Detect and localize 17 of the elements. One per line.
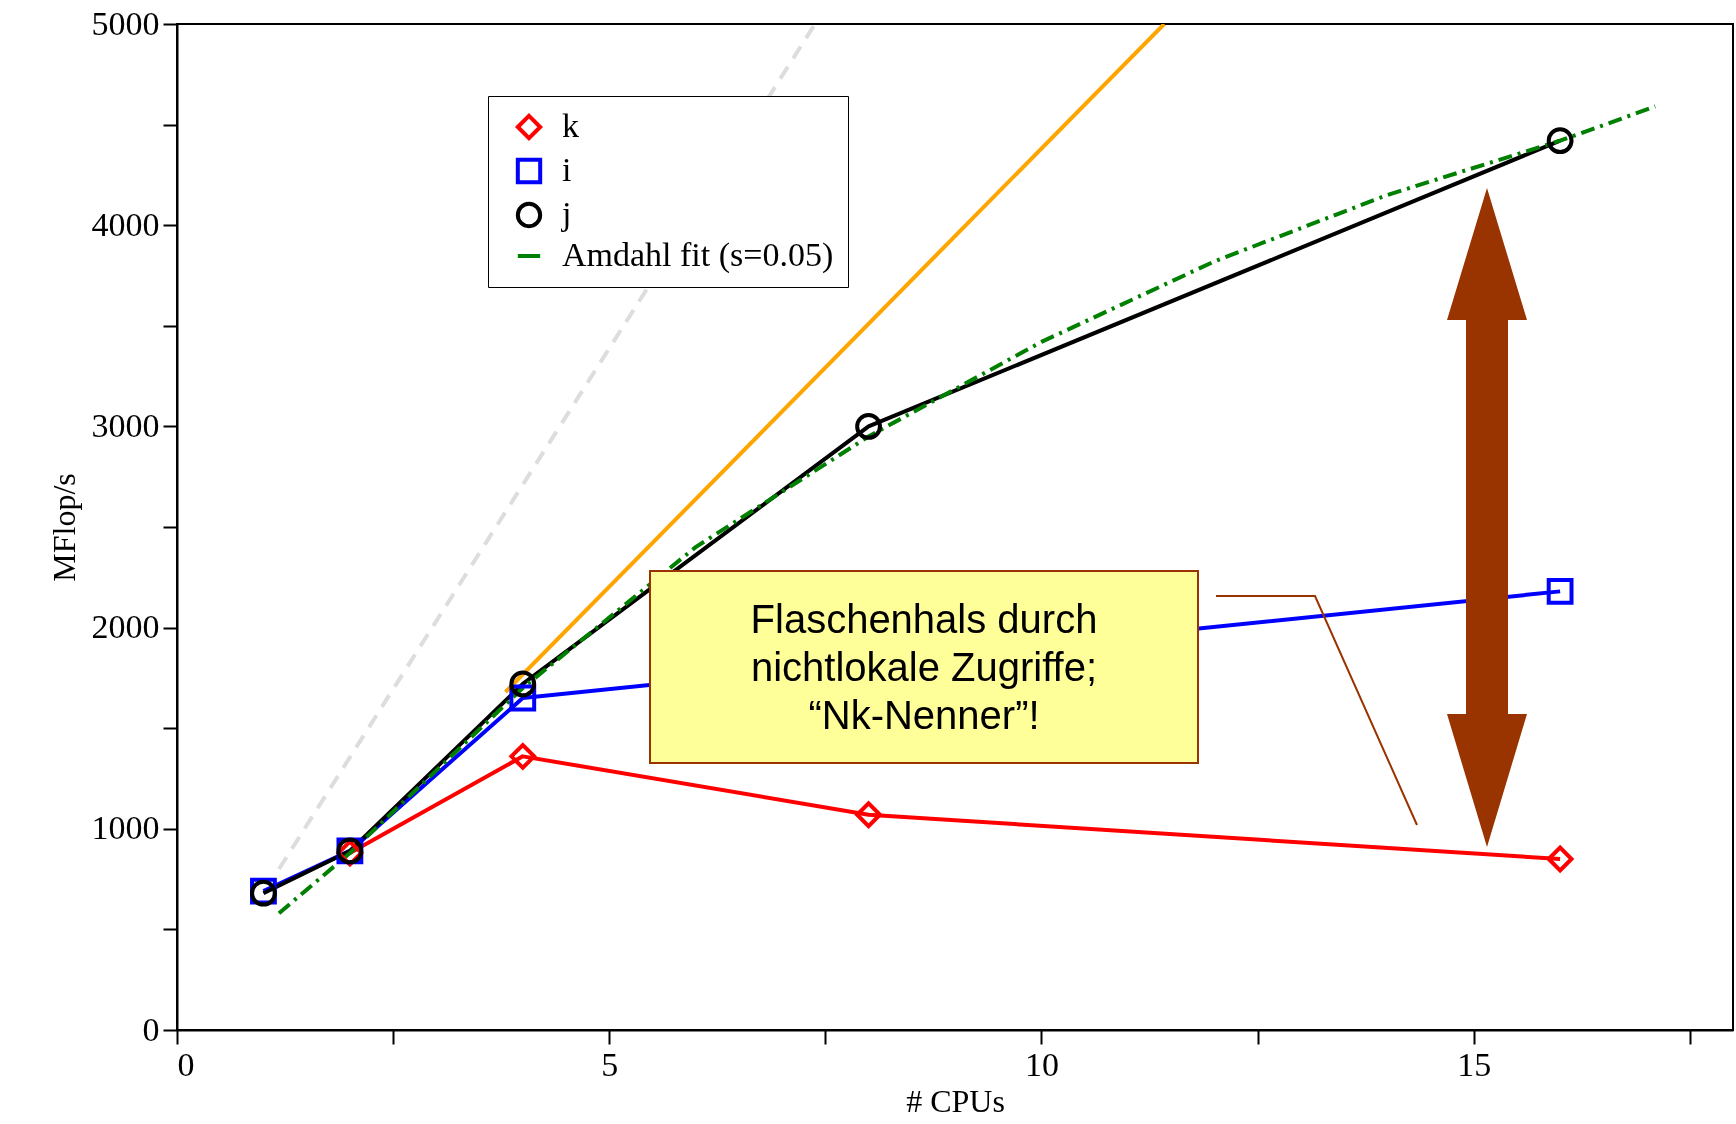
y-tick-label: 2000 [91,608,160,646]
y-tick-label: 5000 [91,4,160,42]
y-tick-label: 0 [142,1010,160,1048]
legend-label: Amdahl fit (s=0.05) [562,236,834,274]
legend-label: i [562,151,572,188]
x-tick-label: 15 [1457,1045,1492,1083]
y-tick-label: 3000 [91,406,160,444]
legend-label: k [562,107,579,144]
callout-box: Flaschenhals durch nichtlokale Zugriffe; “Nk-Nenner”! [649,570,1199,764]
x-tick-label: 0 [177,1045,195,1083]
x-tick-label: 10 [1024,1045,1059,1083]
x-tick-label: 5 [601,1045,619,1083]
y-tick-label: 4000 [91,205,160,243]
x-axis-title: # CPUs [906,1082,1005,1119]
legend-label: j [561,195,572,232]
y-tick-label: 1000 [91,809,160,847]
y-axis-title: MFlop/s [45,473,82,582]
